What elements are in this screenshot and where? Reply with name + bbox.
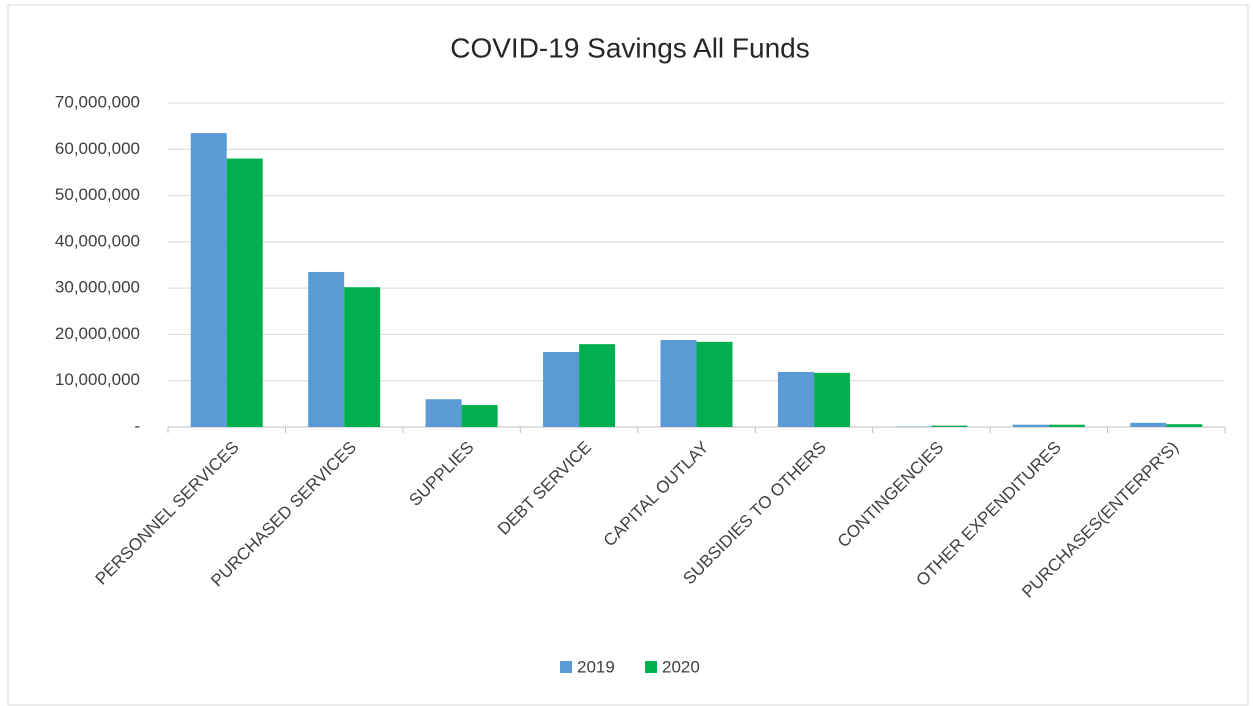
bar — [696, 341, 733, 427]
bar — [660, 339, 697, 427]
y-tick-label: 20,000,000 — [55, 324, 140, 343]
chart-title: COVID-19 Savings All Funds — [450, 32, 810, 63]
y-tick-label: 50,000,000 — [55, 185, 140, 204]
legend-label: 2019 — [577, 657, 615, 676]
bar — [813, 372, 850, 427]
bar — [190, 133, 227, 428]
y-tick-label: 10,000,000 — [55, 370, 140, 389]
bar — [1012, 424, 1049, 427]
y-tick-label: 70,000,000 — [55, 92, 140, 111]
bar — [226, 158, 263, 428]
bar — [308, 271, 345, 427]
legend-swatch — [560, 661, 572, 673]
bar — [1166, 424, 1203, 427]
legend-label: 2020 — [662, 657, 700, 676]
y-tick-label: 40,000,000 — [55, 231, 140, 250]
y-tick-label: 60,000,000 — [55, 139, 140, 158]
bar — [425, 399, 462, 427]
legend-swatch — [645, 661, 657, 673]
bar — [777, 371, 814, 427]
bar — [579, 344, 616, 427]
y-tick-label: - — [134, 416, 140, 435]
bar — [344, 287, 381, 427]
bar — [461, 405, 498, 427]
bar — [543, 352, 580, 427]
bar — [931, 425, 968, 427]
y-tick-label: 30,000,000 — [55, 278, 140, 297]
bar — [1048, 424, 1085, 427]
bar — [1130, 422, 1167, 427]
